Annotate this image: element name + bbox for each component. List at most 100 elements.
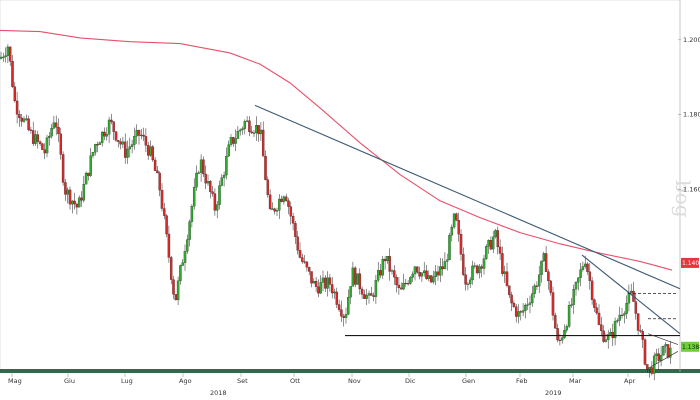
candle-body xyxy=(328,277,332,285)
candle-body xyxy=(294,223,297,237)
candle-body xyxy=(218,185,221,205)
candle-body xyxy=(291,216,295,224)
candle-body xyxy=(234,138,237,144)
candle-body xyxy=(487,240,490,247)
candle-body xyxy=(18,114,21,119)
candle-body xyxy=(609,332,612,335)
candle-body xyxy=(220,177,224,186)
candle-body xyxy=(287,200,290,207)
candle-body xyxy=(66,189,69,195)
x-tick-label: Dic xyxy=(405,377,416,385)
candle-body xyxy=(604,339,608,342)
candle-body xyxy=(510,294,513,304)
candle-body xyxy=(271,208,274,210)
candle-body xyxy=(616,320,619,322)
candle-body xyxy=(188,221,191,240)
x-tick-label: Nov xyxy=(348,377,361,385)
candle-body xyxy=(411,273,414,278)
candle-body xyxy=(657,353,661,361)
watermark-text: bog xyxy=(671,180,695,218)
candle-body xyxy=(128,146,132,150)
candle-body xyxy=(482,258,486,269)
candle-body xyxy=(365,295,368,299)
candle-body xyxy=(80,197,83,201)
candle-body xyxy=(574,282,578,290)
candle-body xyxy=(537,274,541,287)
candle-body xyxy=(489,240,493,250)
x-tick-label: Ago xyxy=(179,377,192,385)
candle-body xyxy=(280,198,283,202)
candle-body xyxy=(501,253,504,274)
candle-body xyxy=(588,271,592,281)
candle-body xyxy=(314,281,318,287)
candle-body xyxy=(96,144,99,146)
candle-body xyxy=(443,261,447,270)
candle-body xyxy=(298,250,302,258)
x-tick-label: Apr xyxy=(624,377,636,385)
candle-body xyxy=(464,274,467,285)
candle-body xyxy=(103,131,106,137)
candle-body xyxy=(227,144,230,157)
wedge-bottom-line xyxy=(649,350,679,368)
candle-body xyxy=(330,284,334,294)
candle-body xyxy=(153,159,157,171)
candle-body xyxy=(94,144,97,153)
candle-body xyxy=(560,337,564,341)
candle-body xyxy=(133,135,136,145)
candle-body xyxy=(236,130,240,139)
candle-body xyxy=(358,273,362,290)
candle-body xyxy=(613,320,617,339)
candle-body xyxy=(105,134,109,137)
candle-body xyxy=(646,364,649,370)
candle-body xyxy=(602,330,605,342)
candle-body xyxy=(151,146,155,161)
candle-body xyxy=(31,130,35,144)
candle-body xyxy=(289,206,293,217)
candle-body xyxy=(629,290,633,293)
candle-body xyxy=(296,236,299,251)
candle-body xyxy=(119,141,122,145)
candle-body xyxy=(15,100,19,115)
candle-body xyxy=(528,302,532,305)
candle-body xyxy=(268,194,272,209)
candle-body xyxy=(190,206,194,222)
candle-body xyxy=(524,304,527,311)
candle-body xyxy=(535,285,539,287)
candle-body xyxy=(639,330,642,332)
candle-body xyxy=(643,339,647,365)
candle-body xyxy=(526,304,529,306)
candle-body xyxy=(261,129,265,157)
candle-body xyxy=(634,301,638,314)
candle-body xyxy=(215,204,219,211)
candle-body xyxy=(439,266,442,276)
candle-body xyxy=(117,140,120,142)
year-label: 2019 xyxy=(545,389,562,397)
candle-body xyxy=(606,334,610,340)
candle-body xyxy=(48,135,51,138)
candle-body xyxy=(413,266,417,275)
candle-body xyxy=(34,134,37,144)
candle-body xyxy=(406,283,410,285)
candle-body xyxy=(416,266,419,273)
candle-body xyxy=(533,285,536,294)
candle-body xyxy=(399,287,403,290)
candle-body xyxy=(54,122,58,128)
candle-body xyxy=(259,129,263,135)
candle-body xyxy=(462,254,465,275)
candle-body xyxy=(666,344,670,358)
candle-body xyxy=(121,141,125,145)
candle-body xyxy=(204,173,207,184)
candle-body xyxy=(623,313,626,316)
candle-body xyxy=(284,196,288,201)
candle-body xyxy=(142,134,145,137)
moving-average-price-tag: 1.1404 xyxy=(681,257,700,268)
candle-body xyxy=(326,277,329,289)
candle-body xyxy=(620,314,624,316)
candle-body xyxy=(498,246,502,254)
candle-body xyxy=(485,246,488,259)
candle-body xyxy=(491,236,495,250)
candle-body xyxy=(590,280,594,300)
candle-body xyxy=(583,263,587,267)
candle-body xyxy=(100,131,104,143)
